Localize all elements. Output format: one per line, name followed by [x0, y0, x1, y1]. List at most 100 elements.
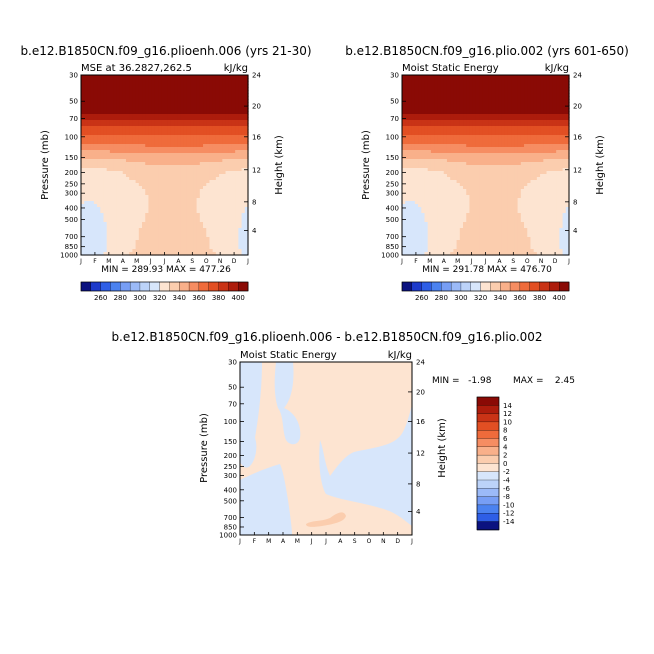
heatmap-cell	[174, 186, 178, 190]
heatmap-cell	[511, 168, 515, 172]
heatmap-cell	[164, 213, 169, 217]
heatmap-cell	[549, 159, 554, 163]
heatmap-cell	[170, 210, 175, 214]
heatmap-cell	[533, 108, 538, 112]
heatmap-cell	[488, 165, 493, 169]
heatmap-cell	[212, 96, 217, 100]
heatmap-cell	[145, 132, 150, 136]
heatmap-cell	[87, 210, 92, 214]
heatmap-cell	[148, 171, 153, 175]
heatmap-cell	[215, 171, 220, 175]
heatmap-cell	[193, 81, 198, 85]
heatmap-cell	[90, 141, 95, 145]
heatmap-cell	[129, 132, 133, 136]
heatmap-cell	[235, 189, 239, 193]
heatmap-cell	[514, 96, 519, 100]
heatmap-cell	[148, 207, 153, 211]
heatmap-cell	[472, 162, 477, 166]
heatmap-cell	[90, 159, 95, 163]
heatmap-cell	[142, 135, 146, 139]
heatmap-cell	[437, 171, 442, 175]
heatmap-cell	[129, 180, 133, 184]
heatmap-cell	[148, 81, 153, 85]
heatmap-cell	[177, 189, 182, 193]
heatmap-cell	[488, 90, 493, 94]
heatmap-cell	[498, 78, 503, 82]
heatmap-cell	[103, 207, 108, 211]
heatmap-cell	[199, 231, 204, 235]
heatmap-cell	[154, 228, 159, 232]
heatmap-cell	[119, 207, 124, 211]
heatmap-cell	[405, 153, 410, 157]
heatmap-cell	[151, 204, 156, 208]
heatmap-cell	[180, 132, 185, 136]
heatmap-cell	[132, 162, 137, 166]
heatmap-cell	[97, 96, 101, 100]
heatmap-cell	[119, 153, 124, 157]
panel-1-ylabel-right: Height (km)	[274, 135, 285, 195]
heatmap-cell	[180, 246, 185, 250]
heatmap-cell	[562, 108, 567, 112]
panel-1: b.e12.B1850CN.f09_g16.plioenh.006 (yrs 2…	[20, 44, 311, 302]
heatmap-cell	[495, 168, 499, 172]
heatmap-cell	[241, 162, 246, 166]
heatmap-cell	[87, 216, 92, 220]
heatmap-cell	[164, 252, 169, 256]
heatmap-cell	[116, 243, 121, 247]
heatmap-cell	[125, 144, 130, 148]
heatmap-cell	[164, 186, 169, 190]
heatmap-cell	[212, 123, 217, 127]
heatmap-cell	[97, 78, 101, 82]
heatmap-cell	[533, 117, 538, 121]
heatmap-cell	[212, 231, 217, 235]
heatmap-cell	[113, 183, 117, 187]
heatmap-cell	[408, 75, 413, 79]
heatmap-cell	[177, 213, 182, 217]
heatmap-cell	[540, 135, 544, 139]
heatmap-cell	[93, 126, 98, 130]
heatmap-cell	[485, 108, 490, 112]
heatmap-cell	[145, 159, 150, 163]
heatmap-cell	[446, 153, 451, 157]
heatmap-cell	[456, 153, 461, 157]
heatmap-cell	[161, 108, 166, 112]
heatmap-cell	[206, 189, 211, 193]
heatmap-cell	[552, 129, 557, 133]
heatmap-cell	[443, 159, 448, 163]
heatmap-cell	[440, 129, 445, 133]
heatmap-cell	[142, 141, 146, 145]
heatmap-cell	[170, 153, 175, 157]
heatmap-cell	[212, 183, 217, 187]
heatmap-cell	[138, 195, 143, 199]
heatmap-cell	[87, 99, 92, 103]
heatmap-cell	[81, 171, 85, 175]
heatmap-cell	[106, 114, 111, 118]
heatmap-cell	[142, 144, 146, 148]
heatmap-cell	[549, 132, 554, 136]
heatmap-cell	[562, 156, 567, 160]
heatmap-cell	[540, 132, 544, 136]
heatmap-cell	[546, 174, 551, 178]
heatmap-cell	[145, 180, 150, 184]
heatmap-cell	[562, 99, 567, 103]
heatmap-cell	[215, 177, 220, 181]
heatmap-cell	[556, 147, 560, 151]
heatmap-cell	[167, 228, 172, 232]
heatmap-cell	[565, 132, 570, 136]
heatmap-cell	[90, 252, 95, 256]
heatmap-cell	[549, 99, 554, 103]
heatmap-cell	[543, 81, 548, 85]
heatmap-cell	[222, 159, 227, 163]
heatmap-cell	[138, 183, 143, 187]
heatmap-cell	[138, 204, 143, 208]
heatmap-cell	[498, 111, 503, 115]
heatmap-cell	[193, 231, 198, 235]
heatmap-cell	[418, 75, 422, 79]
heatmap-cell	[180, 153, 185, 157]
heatmap-cell	[170, 84, 175, 88]
heatmap-cell	[206, 135, 211, 139]
heatmap-cell	[482, 75, 487, 79]
heatmap-cell	[434, 129, 438, 133]
heatmap-cell	[206, 117, 211, 121]
heatmap-cell	[238, 192, 243, 196]
